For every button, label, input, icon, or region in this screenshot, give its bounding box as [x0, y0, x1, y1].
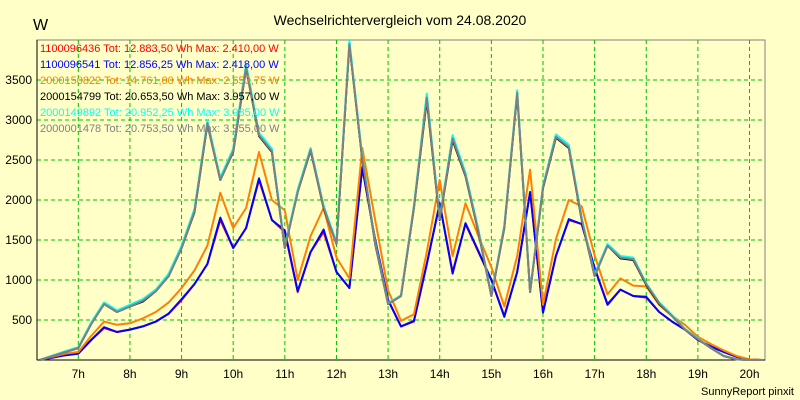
y-tick-label: 2500 [5, 153, 32, 167]
series-line-2000150822 [39, 147, 763, 361]
axes [36, 40, 765, 361]
legend: 1100096436 Tot: 12.883,50 Wh Max: 2.410,… [40, 43, 280, 135]
y-tick-label: 1000 [5, 273, 32, 287]
chart-title: Wechselrichtervergleich vom 24.08.2020 [274, 12, 527, 28]
legend-entry-2000001478: 2000001478 Tot: 20.753,50 Wh Max: 3.955,… [40, 123, 280, 135]
x-tick-label: 17h [585, 367, 605, 381]
x-tick-label: 11h [275, 367, 294, 381]
x-tick-label: 19h [688, 367, 708, 381]
x-tick-label: 10h [223, 367, 243, 381]
series-lines [39, 39, 763, 361]
x-tick-label: 12h [326, 367, 346, 381]
legend-entry-2000149892: 2000149892 Tot: 20.952,25 Wh Max: 3.985,… [40, 107, 280, 119]
legend-entry-2000150822: 2000150822 Tot: 14.761,00 Wh Max: 2.653,… [40, 75, 280, 87]
y-tick-label: 3500 [5, 73, 32, 87]
x-tick-label: 15h [481, 367, 501, 381]
footer-credit: SunnyReport pinxit [701, 386, 794, 398]
y-axis-label: W [33, 17, 49, 34]
x-tick-label: 18h [636, 367, 656, 381]
y-tick-label: 500 [12, 313, 32, 327]
x-tick-label: 14h [430, 367, 450, 381]
x-tick-label: 16h [533, 367, 553, 381]
legend-entry-1100096436: 1100096436 Tot: 12.883,50 Wh Max: 2.410,… [40, 43, 279, 55]
x-tick-label: 8h [123, 367, 136, 381]
y-tick-labels: 500 1000 1500 2000 2500 3000 3500 [5, 73, 32, 327]
y-tick-label: 2000 [5, 193, 32, 207]
y-tick-label: 3000 [5, 113, 32, 127]
x-tick-label: 7h [72, 367, 85, 381]
series-line-1100096541 [39, 166, 763, 361]
legend-entry-2000154799: 2000154799 Tot: 20.653,50 Wh Max: 3.957,… [40, 91, 280, 103]
series-line-2000001478 [39, 43, 763, 361]
x-tick-label: 20h [739, 367, 759, 381]
x-tick-label: 13h [378, 367, 398, 381]
y-tick-label: 1500 [5, 233, 32, 247]
legend-entry-1100096541: 1100096541 Tot: 12.856,25 Wh Max: 2.418,… [40, 59, 279, 71]
x-tick-labels: 7h 8h 9h 10h 11h 12h 13h 14h 15h 16h 17h 18h 19h 20h [72, 367, 760, 381]
x-tick-label: 9h [175, 367, 188, 381]
